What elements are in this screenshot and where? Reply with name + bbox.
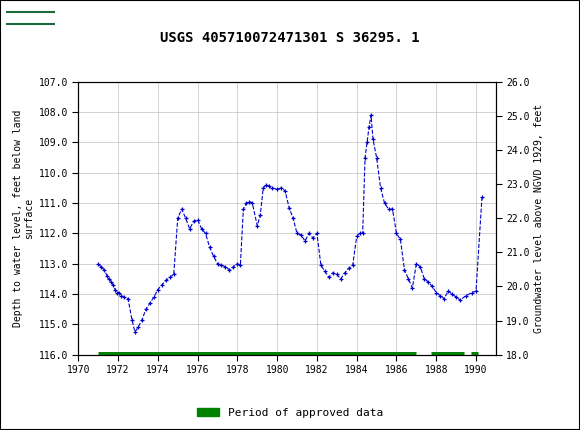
Y-axis label: Depth to water level, feet below land
surface: Depth to water level, feet below land su… bbox=[13, 110, 34, 327]
Y-axis label: Groundwater level above NGVD 1929, feet: Groundwater level above NGVD 1929, feet bbox=[534, 104, 544, 333]
Text: USGS 405710072471301 S 36295. 1: USGS 405710072471301 S 36295. 1 bbox=[160, 31, 420, 45]
Text: USGS: USGS bbox=[64, 11, 119, 29]
FancyBboxPatch shape bbox=[5, 3, 57, 37]
Legend: Period of approved data: Period of approved data bbox=[193, 403, 387, 422]
